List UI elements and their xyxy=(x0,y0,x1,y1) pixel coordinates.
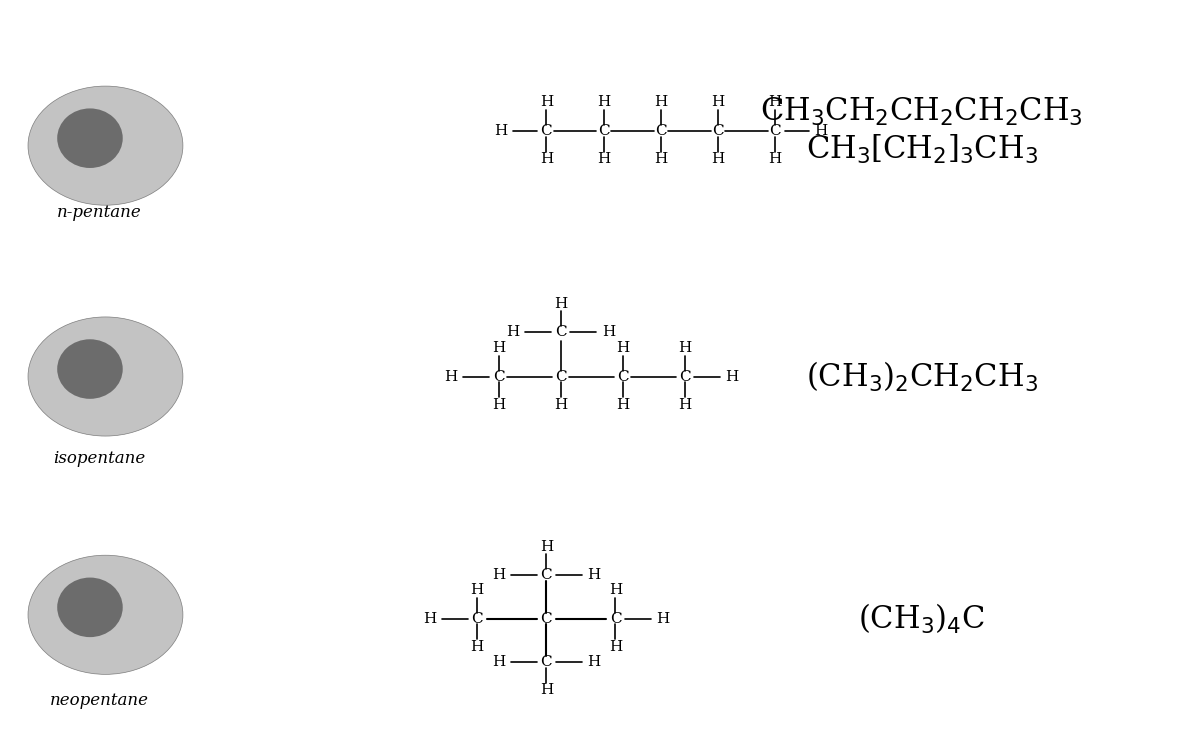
Text: H: H xyxy=(492,398,505,412)
Text: H: H xyxy=(588,569,601,582)
Text: C: C xyxy=(617,370,629,383)
Text: H: H xyxy=(596,96,610,109)
Text: H: H xyxy=(492,569,505,582)
Text: H: H xyxy=(494,123,508,138)
Text: C: C xyxy=(679,370,690,383)
Text: H: H xyxy=(814,123,827,138)
Ellipse shape xyxy=(58,108,122,168)
Text: CH$_3$CH$_2$CH$_2$CH$_2$CH$_3$: CH$_3$CH$_2$CH$_2$CH$_2$CH$_3$ xyxy=(761,96,1084,128)
Text: C: C xyxy=(769,123,781,138)
Ellipse shape xyxy=(58,340,122,399)
Text: CH$_3$[CH$_2$]$_3$CH$_3$: CH$_3$[CH$_2$]$_3$CH$_3$ xyxy=(805,133,1038,166)
Text: C: C xyxy=(598,123,610,138)
Text: H: H xyxy=(768,152,781,166)
Text: H: H xyxy=(656,611,670,626)
Text: C: C xyxy=(540,123,552,138)
Text: C: C xyxy=(554,325,566,339)
Text: H: H xyxy=(540,540,553,554)
Ellipse shape xyxy=(58,578,122,637)
Text: C: C xyxy=(655,123,666,138)
Text: H: H xyxy=(540,152,553,166)
Text: H: H xyxy=(768,96,781,109)
Text: C: C xyxy=(540,569,552,582)
Text: H: H xyxy=(726,370,739,383)
Ellipse shape xyxy=(28,86,182,206)
Text: C: C xyxy=(540,654,552,669)
Text: H: H xyxy=(422,611,437,626)
Text: C: C xyxy=(472,611,484,626)
Text: H: H xyxy=(654,152,667,166)
Text: H: H xyxy=(540,683,553,697)
Text: (CH$_3$)$_4$C: (CH$_3$)$_4$C xyxy=(858,602,985,636)
Text: H: H xyxy=(616,398,629,412)
Text: C: C xyxy=(610,611,622,626)
Text: (CH$_3$)$_2$CH$_2$CH$_3$: (CH$_3$)$_2$CH$_2$CH$_3$ xyxy=(805,359,1038,394)
Text: H: H xyxy=(601,325,614,339)
Text: n-pentane: n-pentane xyxy=(58,204,142,221)
Text: H: H xyxy=(654,96,667,109)
Text: isopentane: isopentane xyxy=(53,450,145,467)
Text: C: C xyxy=(554,370,566,383)
Text: C: C xyxy=(493,370,504,383)
Ellipse shape xyxy=(28,317,182,436)
Text: H: H xyxy=(712,152,725,166)
Text: neopentane: neopentane xyxy=(50,692,149,709)
Text: H: H xyxy=(540,96,553,109)
Text: H: H xyxy=(596,152,610,166)
Text: C: C xyxy=(712,123,724,138)
Text: H: H xyxy=(678,398,691,412)
Text: H: H xyxy=(608,584,622,597)
Text: H: H xyxy=(492,654,505,669)
Text: H: H xyxy=(470,640,484,654)
Text: H: H xyxy=(678,341,691,355)
Text: H: H xyxy=(492,341,505,355)
Text: H: H xyxy=(588,654,601,669)
Text: C: C xyxy=(540,611,552,626)
Text: H: H xyxy=(608,640,622,654)
Text: H: H xyxy=(616,341,629,355)
Text: H: H xyxy=(444,370,457,383)
Text: H: H xyxy=(554,398,568,412)
Text: H: H xyxy=(506,325,520,339)
Text: H: H xyxy=(470,584,484,597)
Text: H: H xyxy=(712,96,725,109)
Ellipse shape xyxy=(28,555,182,675)
Text: H: H xyxy=(554,297,568,310)
